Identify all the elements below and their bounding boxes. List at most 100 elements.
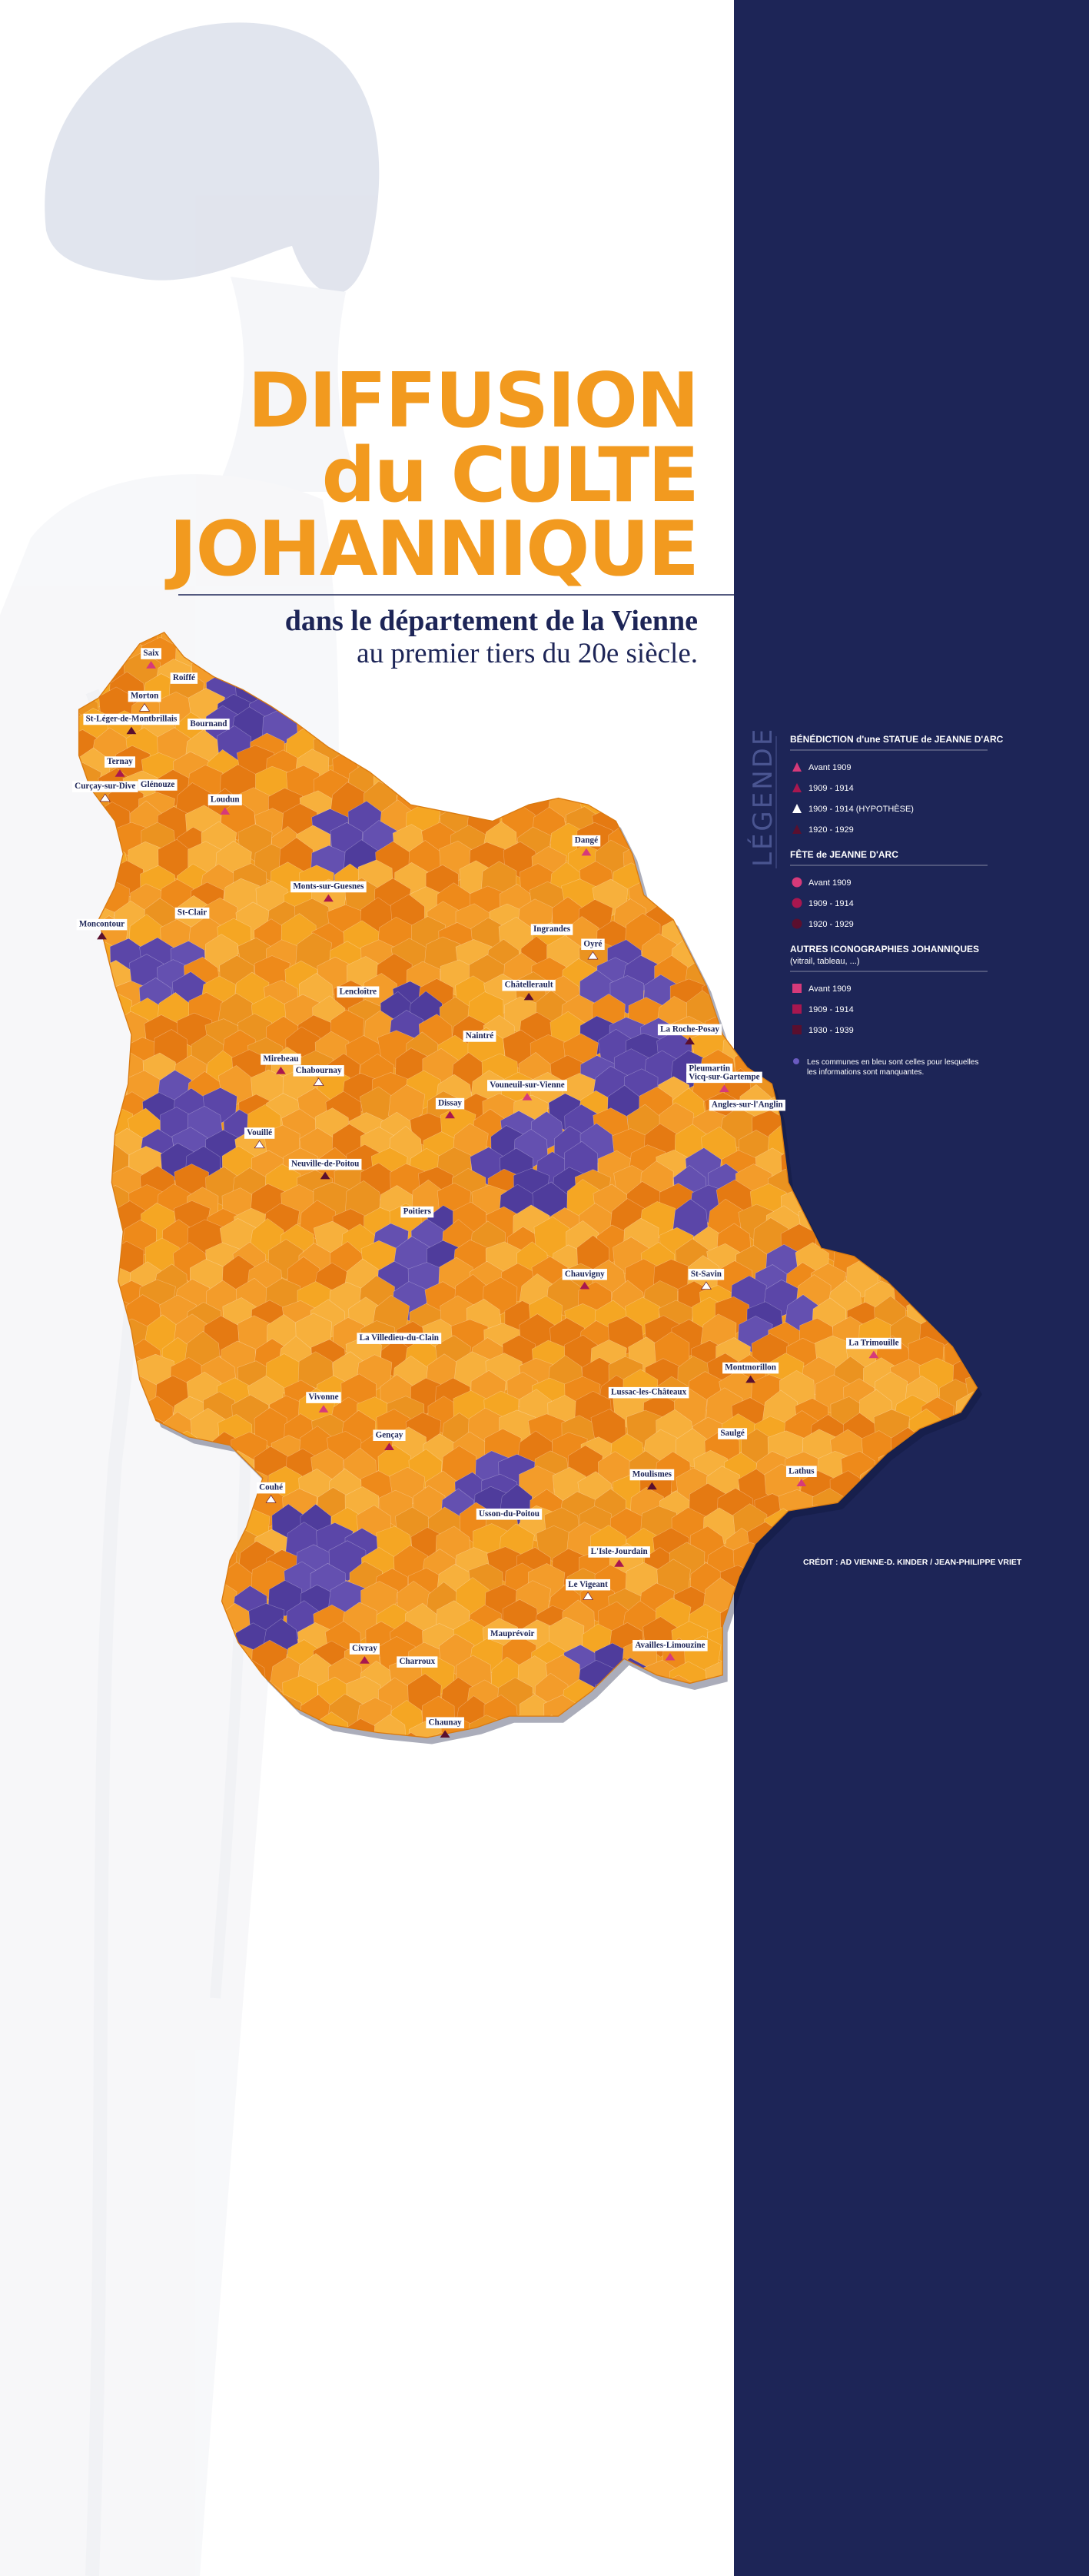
commune-name: Moulismes (632, 1470, 672, 1479)
commune-area (487, 1734, 522, 1738)
legend-item: 1909 - 1914 (808, 899, 854, 908)
commune-name: Saulgé (720, 1429, 745, 1438)
legend-symbol (792, 898, 802, 908)
commune-label: Loudun (208, 794, 242, 815)
commune-name: Roiffé (173, 673, 195, 682)
marker-triangle (265, 1495, 277, 1503)
commune-area (659, 1788, 692, 1829)
commune-area (392, 1771, 423, 1810)
commune-label: Lathus (785, 1466, 817, 1486)
commune-area (689, 1831, 722, 1867)
commune-area (279, 1715, 316, 1738)
marker-triangle (440, 1730, 450, 1738)
commune-area (627, 1755, 663, 1794)
commune-area (592, 1717, 629, 1738)
label-background (83, 713, 180, 725)
commune-label: Naintré (463, 1031, 496, 1042)
commune-area (374, 695, 411, 732)
marker-triangle (254, 1140, 265, 1149)
commune-name: Dissay (438, 1099, 462, 1108)
commune-area (582, 674, 619, 714)
commune-area (659, 767, 694, 810)
commune-area (548, 671, 584, 711)
commune-label: Curçay-sur-Dive (71, 781, 138, 802)
marker-triangle (445, 1110, 455, 1119)
commune-area (597, 1788, 634, 1828)
commune-label: Dissay (435, 1097, 465, 1119)
commune-name: Gençay (376, 1430, 403, 1439)
commune-label: Lencloître (337, 986, 380, 998)
commune-area (626, 766, 662, 805)
commune-area (264, 1731, 301, 1738)
label-background (566, 1578, 611, 1591)
commune-label: Dangé (572, 835, 601, 856)
commune-area (374, 1714, 407, 1738)
marker-triangle (276, 1066, 286, 1074)
commune-area (440, 732, 475, 772)
commune-area (656, 1829, 693, 1867)
commune-area (670, 749, 708, 788)
commune-area (300, 1774, 336, 1808)
commune-area (659, 729, 695, 768)
legend: LÉGENDE BÉNÉDICTION d'une STATUE de JEANN… (747, 727, 1004, 1077)
commune-area (640, 859, 676, 898)
label-background (688, 1269, 725, 1280)
label-background (349, 1643, 380, 1655)
commune-area (420, 1770, 455, 1811)
marker-triangle (323, 894, 334, 902)
marker-triangle (522, 1093, 533, 1100)
commune-name: Pleumartin (689, 1064, 731, 1074)
commune-area (641, 671, 676, 712)
commune-area (453, 1739, 488, 1779)
marker-triangle (384, 1442, 394, 1450)
commune-area (658, 810, 694, 847)
title-line: du CULTE (321, 432, 698, 520)
marker-triangle (115, 769, 125, 777)
commune-area (658, 1755, 694, 1794)
commune-area (454, 709, 492, 747)
marker-triangle (868, 1350, 879, 1359)
commune-area (530, 695, 563, 735)
commune-area (319, 1830, 352, 1871)
commune-name: Le Vigeant (568, 1580, 608, 1589)
commune-area (503, 767, 539, 805)
commune-area (393, 709, 429, 750)
commune-name: Vicq-sur-Gartempe (689, 1072, 759, 1081)
label-background (502, 979, 556, 991)
commune-area (627, 1675, 663, 1716)
commune-name: Châtellerault (505, 981, 553, 990)
commune-area (688, 842, 723, 882)
commune-area (624, 1830, 660, 1867)
commune-label: St-Savin (688, 1269, 725, 1290)
label-background (435, 1097, 465, 1110)
commune-area (380, 1754, 413, 1791)
commune-area (669, 864, 706, 903)
commune-area (596, 730, 632, 767)
commune-area (419, 749, 456, 788)
commune-area (498, 1831, 532, 1871)
label-background (722, 1362, 779, 1374)
commune-name: Oyré (583, 939, 602, 948)
label-background (138, 779, 178, 791)
commune-area (576, 1808, 610, 1848)
legend-symbol (792, 918, 802, 929)
commune-name: Lathus (789, 1466, 815, 1476)
commune-area (610, 750, 648, 790)
commune-label: Saix (141, 648, 161, 669)
commune-area (579, 1701, 613, 1738)
commune-name: Moncontour (79, 920, 125, 929)
label-background (306, 1392, 341, 1403)
commune-area (443, 685, 478, 728)
commune-name: Neuville-de-Poitou (291, 1160, 359, 1169)
commune-name: Availles-Limouzine (635, 1641, 705, 1650)
commune-area (700, 1733, 738, 1738)
commune-area (611, 1772, 647, 1812)
label-background (463, 1031, 496, 1042)
commune-label: Vicq-sur-Gartempe (686, 1071, 762, 1093)
commune-area (590, 769, 627, 809)
commune-area (566, 1825, 602, 1866)
commune-area (550, 1735, 586, 1738)
commune-area (579, 751, 616, 789)
commune-area (642, 746, 677, 789)
marker-triangle (583, 1592, 594, 1600)
